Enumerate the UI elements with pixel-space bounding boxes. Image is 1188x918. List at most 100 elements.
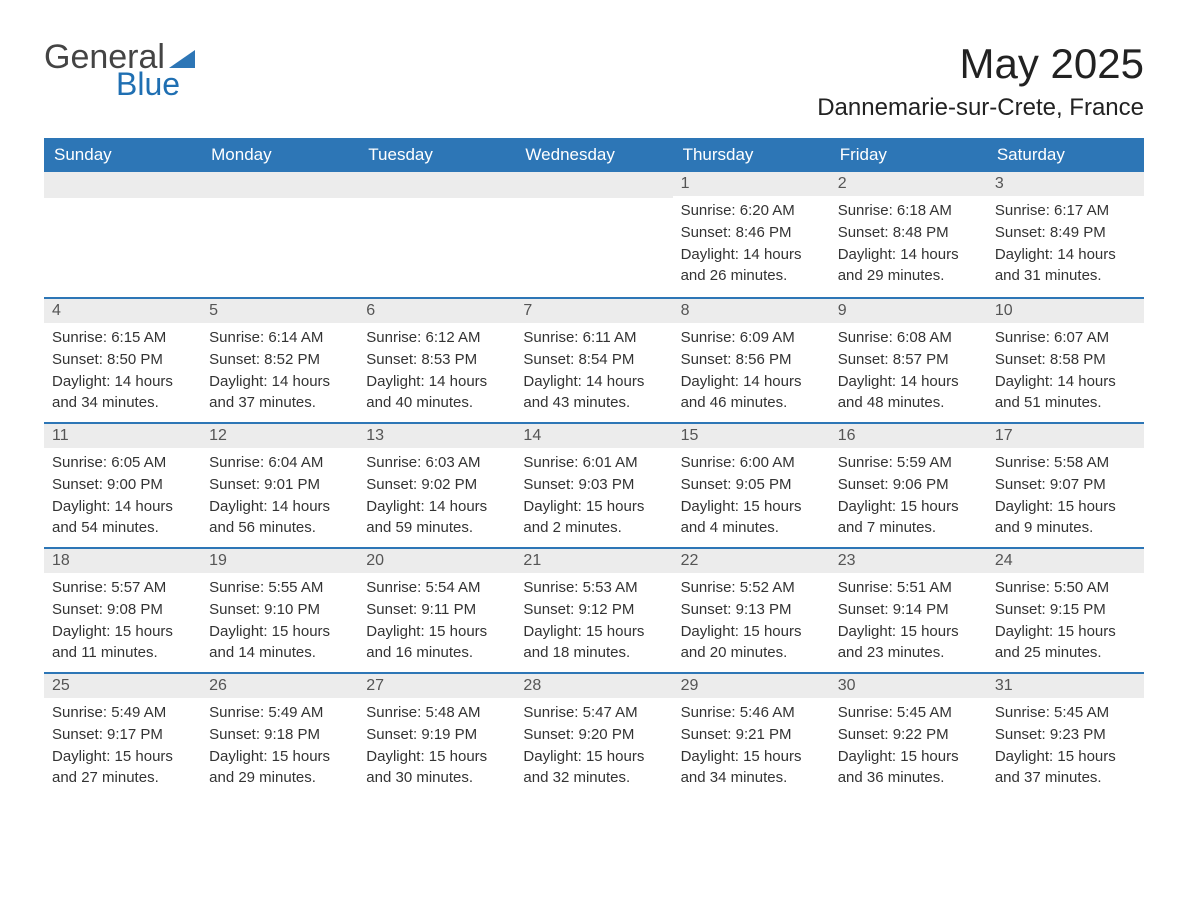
day-details: Sunrise: 5:51 AMSunset: 9:14 PMDaylight:…	[830, 573, 987, 672]
day-cell: 19Sunrise: 5:55 AMSunset: 9:10 PMDayligh…	[201, 549, 358, 672]
day-cell	[358, 172, 515, 297]
daylight-line: Daylight: 14 hours and 56 minutes.	[209, 496, 350, 540]
day-cell: 22Sunrise: 5:52 AMSunset: 9:13 PMDayligh…	[673, 549, 830, 672]
daylight-line: Daylight: 14 hours and 43 minutes.	[523, 371, 664, 415]
day-number: 7	[515, 299, 672, 323]
sunrise-line: Sunrise: 5:52 AM	[681, 577, 822, 599]
day-details: Sunrise: 5:48 AMSunset: 9:19 PMDaylight:…	[358, 698, 515, 797]
sunset-line: Sunset: 9:22 PM	[838, 724, 979, 746]
daylight-line: Daylight: 15 hours and 14 minutes.	[209, 621, 350, 665]
day-number: 13	[358, 424, 515, 448]
sunset-line: Sunset: 9:12 PM	[523, 599, 664, 621]
day-cell	[515, 172, 672, 297]
sunrise-line: Sunrise: 6:11 AM	[523, 327, 664, 349]
sunset-line: Sunset: 8:58 PM	[995, 349, 1136, 371]
day-number: 8	[673, 299, 830, 323]
day-number: 25	[44, 674, 201, 698]
sunrise-line: Sunrise: 5:49 AM	[52, 702, 193, 724]
day-cell: 15Sunrise: 6:00 AMSunset: 9:05 PMDayligh…	[673, 424, 830, 547]
day-cell: 7 Sunrise: 6:11 AMSunset: 8:54 PMDaylight…	[515, 299, 672, 422]
day-cell: 4Sunrise: 6:15 AMSunset: 8:50 PMDaylight…	[44, 299, 201, 422]
sunset-line: Sunset: 8:48 PM	[838, 222, 979, 244]
sunset-line: Sunset: 9:13 PM	[681, 599, 822, 621]
day-details: Sunrise: 6:01 AMSunset: 9:03 PMDaylight:…	[515, 448, 672, 547]
sunrise-line: Sunrise: 6:14 AM	[209, 327, 350, 349]
day-cell	[201, 172, 358, 297]
daylight-line: Daylight: 14 hours and 48 minutes.	[838, 371, 979, 415]
sunset-line: Sunset: 9:08 PM	[52, 599, 193, 621]
sunset-line: Sunset: 8:50 PM	[52, 349, 193, 371]
day-cell: 31Sunrise: 5:45 AMSunset: 9:23 PMDayligh…	[987, 674, 1144, 797]
sunset-line: Sunset: 9:23 PM	[995, 724, 1136, 746]
sunrise-line: Sunrise: 6:08 AM	[838, 327, 979, 349]
sunrise-line: Sunrise: 6:07 AM	[995, 327, 1136, 349]
sunrise-line: Sunrise: 6:12 AM	[366, 327, 507, 349]
weekday-header: Sunday	[44, 138, 201, 172]
day-number: 11	[44, 424, 201, 448]
day-cell: 2Sunrise: 6:18 AMSunset: 8:48 PMDaylight…	[830, 172, 987, 297]
daylight-line: Daylight: 14 hours and 40 minutes.	[366, 371, 507, 415]
week-row: 1Sunrise: 6:20 AMSunset: 8:46 PMDaylight…	[44, 172, 1144, 297]
day-number: 27	[358, 674, 515, 698]
daylight-line: Daylight: 14 hours and 31 minutes.	[995, 244, 1136, 288]
sunrise-line: Sunrise: 6:18 AM	[838, 200, 979, 222]
day-cell: 28Sunrise: 5:47 AMSunset: 9:20 PMDayligh…	[515, 674, 672, 797]
day-number: 4	[44, 299, 201, 323]
day-cell: 20Sunrise: 5:54 AMSunset: 9:11 PMDayligh…	[358, 549, 515, 672]
day-cell: 21Sunrise: 5:53 AMSunset: 9:12 PMDayligh…	[515, 549, 672, 672]
sunset-line: Sunset: 8:54 PM	[523, 349, 664, 371]
sunset-line: Sunset: 8:57 PM	[838, 349, 979, 371]
daylight-line: Daylight: 15 hours and 27 minutes.	[52, 746, 193, 790]
daylight-line: Daylight: 15 hours and 32 minutes.	[523, 746, 664, 790]
day-number: 12	[201, 424, 358, 448]
day-details: Sunrise: 6:18 AMSunset: 8:48 PMDaylight:…	[830, 196, 987, 295]
sunset-line: Sunset: 9:11 PM	[366, 599, 507, 621]
daylight-line: Daylight: 14 hours and 34 minutes.	[52, 371, 193, 415]
daylight-line: Daylight: 14 hours and 29 minutes.	[838, 244, 979, 288]
week-row: 18Sunrise: 5:57 AMSunset: 9:08 PMDayligh…	[44, 547, 1144, 672]
sunrise-line: Sunrise: 5:55 AM	[209, 577, 350, 599]
daylight-line: Daylight: 14 hours and 54 minutes.	[52, 496, 193, 540]
day-details: Sunrise: 5:50 AMSunset: 9:15 PMDaylight:…	[987, 573, 1144, 672]
day-number: 1	[673, 172, 830, 196]
day-details: Sunrise: 5:45 AMSunset: 9:23 PMDaylight:…	[987, 698, 1144, 797]
daylight-line: Daylight: 15 hours and 11 minutes.	[52, 621, 193, 665]
day-cell: 1Sunrise: 6:20 AMSunset: 8:46 PMDaylight…	[673, 172, 830, 297]
calendar: SundayMondayTuesdayWednesdayThursdayFrid…	[44, 138, 1144, 797]
empty-day-header	[358, 172, 515, 198]
weekday-header: Saturday	[987, 138, 1144, 172]
weekday-header: Thursday	[673, 138, 830, 172]
empty-day-header	[44, 172, 201, 198]
month-title: May 2025	[817, 40, 1144, 88]
day-cell: 30Sunrise: 5:45 AMSunset: 9:22 PMDayligh…	[830, 674, 987, 797]
empty-day-header	[201, 172, 358, 198]
sunrise-line: Sunrise: 5:45 AM	[995, 702, 1136, 724]
day-details: Sunrise: 6:05 AMSunset: 9:00 PMDaylight:…	[44, 448, 201, 547]
day-details: Sunrise: 5:45 AMSunset: 9:22 PMDaylight:…	[830, 698, 987, 797]
daylight-line: Daylight: 15 hours and 16 minutes.	[366, 621, 507, 665]
logo-triangle-icon	[169, 46, 195, 68]
daylight-line: Daylight: 15 hours and 9 minutes.	[995, 496, 1136, 540]
day-cell: 5Sunrise: 6:14 AMSunset: 8:52 PMDaylight…	[201, 299, 358, 422]
sunset-line: Sunset: 9:05 PM	[681, 474, 822, 496]
sunrise-line: Sunrise: 6:00 AM	[681, 452, 822, 474]
week-row: 11Sunrise: 6:05 AMSunset: 9:00 PMDayligh…	[44, 422, 1144, 547]
daylight-line: Daylight: 15 hours and 4 minutes.	[681, 496, 822, 540]
day-number: 18	[44, 549, 201, 573]
weekday-header-row: SundayMondayTuesdayWednesdayThursdayFrid…	[44, 138, 1144, 172]
empty-day-header	[515, 172, 672, 198]
day-number: 29	[673, 674, 830, 698]
day-details: Sunrise: 6:03 AMSunset: 9:02 PMDaylight:…	[358, 448, 515, 547]
daylight-line: Daylight: 15 hours and 23 minutes.	[838, 621, 979, 665]
sunset-line: Sunset: 9:20 PM	[523, 724, 664, 746]
day-details: Sunrise: 5:55 AMSunset: 9:10 PMDaylight:…	[201, 573, 358, 672]
day-number: 30	[830, 674, 987, 698]
day-number: 5	[201, 299, 358, 323]
day-cell: 12Sunrise: 6:04 AMSunset: 9:01 PMDayligh…	[201, 424, 358, 547]
logo-text-blue: Blue	[116, 68, 195, 100]
day-cell: 16Sunrise: 5:59 AMSunset: 9:06 PMDayligh…	[830, 424, 987, 547]
sunrise-line: Sunrise: 6:20 AM	[681, 200, 822, 222]
day-details: Sunrise: 6:04 AMSunset: 9:01 PMDaylight:…	[201, 448, 358, 547]
sunrise-line: Sunrise: 6:17 AM	[995, 200, 1136, 222]
day-number: 31	[987, 674, 1144, 698]
